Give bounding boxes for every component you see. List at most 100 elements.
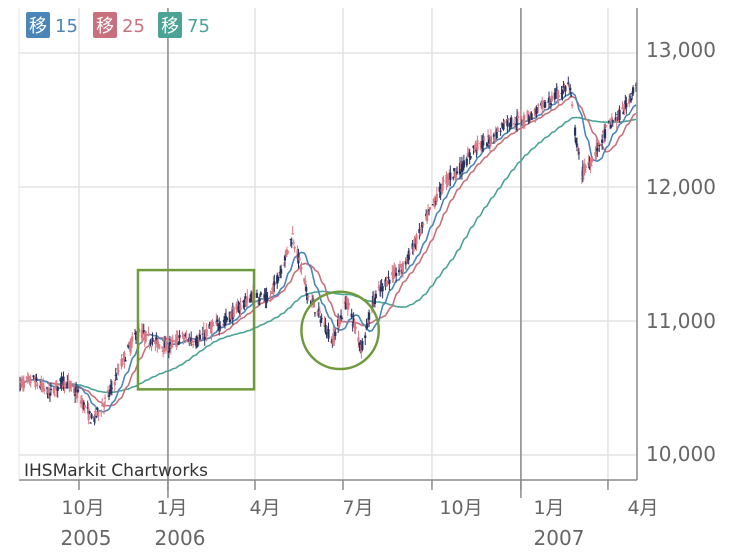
candle-body [397, 269, 401, 273]
candle-body [279, 268, 283, 274]
candle-body [386, 280, 389, 285]
candle-body [466, 153, 469, 158]
candle [319, 315, 322, 327]
candle-body [151, 337, 154, 342]
candle [487, 134, 491, 149]
candle [259, 291, 262, 297]
candle [290, 237, 293, 249]
candle-body [283, 255, 287, 261]
candle-body [352, 318, 355, 321]
candle-body [473, 148, 476, 151]
candle [506, 115, 509, 134]
candle-body [340, 318, 344, 320]
candle [141, 323, 144, 341]
x-tick-label: 1月 [156, 497, 187, 519]
candle-body [154, 340, 157, 345]
candle-body [601, 139, 604, 143]
legend-item-ma15: 移 15 [26, 12, 78, 38]
candle-body [197, 338, 201, 340]
candle [510, 115, 513, 129]
candle-body [482, 140, 485, 146]
candle [333, 327, 336, 346]
candle [292, 239, 295, 246]
candle-body [508, 125, 511, 127]
candle-body [215, 320, 218, 324]
candle-body [353, 323, 356, 328]
candle [158, 343, 161, 350]
candle [107, 392, 111, 401]
candle [124, 356, 127, 362]
annotation-rectangle [136, 268, 256, 391]
candle-body [130, 340, 133, 349]
candle-body [530, 113, 533, 120]
candle-body [310, 299, 314, 302]
candle [116, 363, 119, 375]
candle-body [414, 243, 417, 248]
candle [83, 404, 86, 414]
candle-body [149, 342, 152, 345]
y-tick-label: 10,000 [646, 442, 716, 466]
candle-body [418, 229, 421, 233]
candle [221, 323, 225, 328]
candle-body [144, 331, 147, 342]
candle-body [374, 293, 377, 299]
candle-body [312, 301, 316, 308]
candle [503, 119, 506, 125]
candle-body [307, 295, 310, 298]
candle-body [171, 340, 174, 342]
candle-body [100, 411, 103, 413]
candle-body [93, 416, 96, 422]
candle [630, 98, 633, 103]
candle [466, 146, 469, 158]
legend-item-ma25: 移 25 [93, 12, 145, 38]
candle-body [309, 300, 313, 305]
candle [147, 326, 150, 337]
candle-body [547, 97, 551, 103]
candle [507, 117, 510, 121]
candle [547, 91, 551, 109]
legend-badge-text: 移 [96, 16, 114, 37]
candle-body [169, 345, 172, 348]
candle-body [269, 296, 272, 298]
legend-value-ma25: 25 [122, 16, 145, 37]
candle-body [176, 336, 179, 341]
candle-body [53, 394, 56, 396]
candle-body [205, 329, 208, 337]
candle-body [461, 166, 465, 170]
candle-body [286, 250, 289, 254]
candle [60, 372, 63, 391]
candle-body [426, 210, 430, 214]
candle-body [239, 304, 242, 311]
candle [439, 183, 442, 201]
candle-body [577, 152, 581, 154]
candle [428, 207, 432, 211]
candle-body [73, 388, 76, 394]
candle-body [366, 318, 369, 328]
candle-body [26, 376, 29, 380]
candle [203, 330, 206, 346]
x-tick-label: 7月 [342, 497, 373, 519]
candle [272, 276, 275, 300]
candle [340, 316, 344, 320]
candle-body [433, 199, 436, 208]
candle-body [604, 125, 608, 127]
candle [398, 260, 402, 272]
candle [289, 238, 292, 247]
candle-body [123, 352, 126, 362]
candle [236, 298, 239, 307]
candle-body [74, 394, 77, 396]
candle [88, 410, 91, 415]
candle-body [380, 284, 383, 286]
candle-body [70, 383, 73, 388]
candle-body [304, 280, 307, 285]
candle-body [76, 389, 80, 392]
candle-body [367, 312, 371, 320]
candle-body [453, 168, 456, 171]
candle-body [623, 103, 626, 111]
x-tick-label: 10月 [61, 497, 104, 519]
candle-body [571, 104, 574, 107]
candle [43, 386, 46, 395]
candle-body [181, 332, 184, 334]
y-tick-labels: 10,000 11,000 12,000 13,000 [646, 38, 716, 466]
candle [216, 315, 219, 327]
